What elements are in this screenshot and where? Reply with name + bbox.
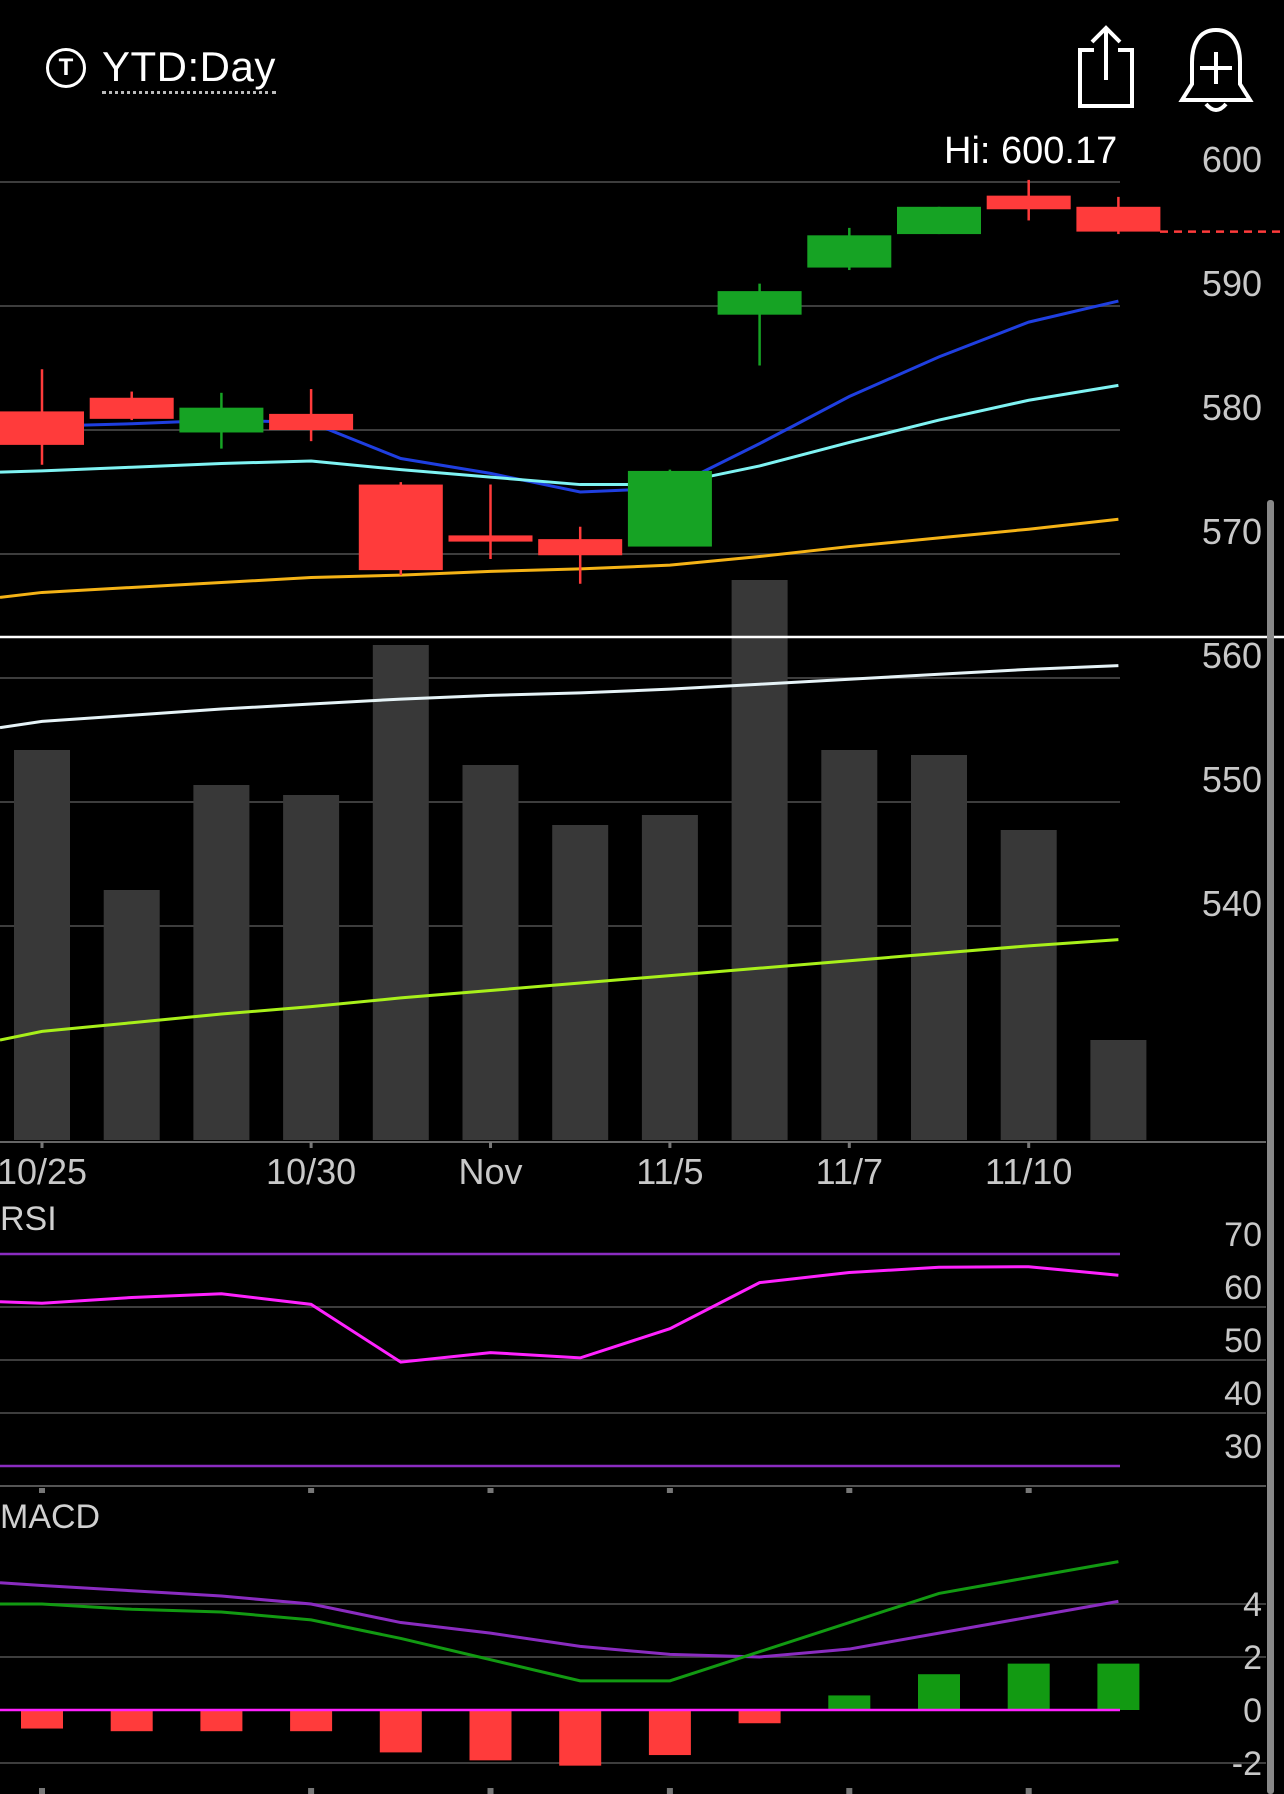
candle-up — [179, 407, 264, 433]
candle-down — [269, 413, 354, 430]
candle-up — [807, 235, 892, 268]
candle-up — [717, 291, 802, 315]
macd-line — [0, 1581, 1119, 1659]
candle-up — [897, 206, 981, 235]
macd-tick-label: 2 — [1243, 1639, 1262, 1677]
rsi-x-tick — [666, 1488, 673, 1493]
volume-bar — [462, 765, 519, 1140]
x-tick-label: 11/7 — [816, 1151, 883, 1192]
macd-tick-label: 0 — [1243, 1692, 1262, 1730]
high-price-label: Hi: 600.17 — [944, 130, 1118, 172]
volume-bar — [372, 645, 429, 1140]
macd-histogram-bar — [379, 1710, 422, 1753]
x-tick-label: 11/5 — [636, 1151, 703, 1192]
scrollbar-thumb[interactable] — [1267, 500, 1274, 1794]
x-tick-label: 10/25 — [0, 1151, 87, 1192]
candle-down — [1076, 206, 1161, 232]
macd-x-tick — [39, 1788, 45, 1794]
bell-plus-icon — [1178, 27, 1254, 112]
share-button[interactable] — [1066, 24, 1146, 114]
price-tick-label: 570 — [1202, 511, 1262, 552]
rsi-title: RSI — [0, 1200, 57, 1238]
range-selector-button[interactable]: T YTD:Day — [46, 40, 276, 96]
share-icon — [1078, 25, 1134, 108]
macd-histogram-bar — [559, 1710, 602, 1766]
macd-histogram-bar — [918, 1674, 960, 1710]
volume-bar — [103, 890, 160, 1140]
rsi-x-tick — [308, 1488, 315, 1493]
rsi-x-tick — [1025, 1488, 1032, 1493]
candle-down — [89, 397, 174, 419]
macd-histogram-bar — [469, 1710, 512, 1761]
macd-tick-label: -2 — [1232, 1745, 1262, 1783]
chart-header: T YTD:Day — [0, 0, 1284, 130]
macd-x-tick — [308, 1788, 315, 1794]
volume-bar — [14, 750, 70, 1140]
add-alert-button[interactable] — [1176, 24, 1256, 114]
candle-up — [627, 470, 712, 547]
ticker-t-icon: T — [46, 48, 86, 88]
macd-x-tick — [846, 1788, 853, 1794]
rsi-tick-label: 40 — [1224, 1375, 1262, 1413]
volume-bar — [1090, 1040, 1147, 1140]
macd-histogram-bar — [738, 1710, 781, 1724]
candle-down — [448, 535, 533, 542]
rsi-x-tick — [846, 1488, 853, 1493]
volume-bar — [821, 750, 878, 1140]
price-tick-label: 540 — [1202, 883, 1262, 924]
price-tick-label: 550 — [1202, 759, 1262, 800]
macd-x-tick — [1025, 1788, 1032, 1794]
volume-bar — [283, 795, 340, 1140]
volume-bar — [193, 785, 250, 1140]
candle-down — [0, 411, 84, 445]
moving-average-line — [0, 517, 1119, 599]
moving-average-line — [0, 383, 1119, 487]
macd-title: MACD — [0, 1498, 100, 1536]
rsi-tick-label: 30 — [1224, 1428, 1262, 1466]
macd-histogram-bar — [21, 1710, 63, 1729]
x-tick-label: 10/30 — [266, 1151, 356, 1192]
moving-average-line — [0, 664, 1119, 730]
price-tick-label: 560 — [1202, 635, 1262, 676]
x-tick-label: Nov — [458, 1151, 522, 1192]
rsi-tick-label: 70 — [1224, 1216, 1262, 1254]
candle-down — [538, 539, 623, 556]
rsi-tick-label: 50 — [1224, 1322, 1262, 1360]
volume-bar — [1000, 830, 1057, 1140]
rsi-x-tick — [39, 1488, 45, 1493]
macd-x-tick — [487, 1788, 494, 1794]
range-label: YTD:Day — [102, 43, 276, 94]
macd-tick-label: 4 — [1243, 1586, 1262, 1624]
candle-down — [358, 484, 443, 571]
rsi-line — [0, 1265, 1119, 1364]
moving-average-line — [0, 938, 1119, 1042]
macd-histogram-bar — [290, 1710, 333, 1732]
volume-bar — [911, 755, 967, 1140]
price-tick-label: 590 — [1202, 263, 1262, 304]
macd-histogram-bar — [200, 1710, 243, 1732]
macd-histogram-bar — [110, 1710, 153, 1732]
candle-down — [986, 195, 1071, 210]
macd-signal-line — [0, 1560, 1119, 1683]
macd-histogram-bar — [648, 1710, 691, 1756]
macd-histogram-bar — [828, 1695, 871, 1710]
rsi-tick-label: 60 — [1224, 1269, 1262, 1307]
macd-x-tick — [666, 1788, 673, 1794]
macd-histogram-bar — [1007, 1663, 1050, 1710]
rsi-x-tick — [487, 1488, 494, 1493]
moving-average-line — [0, 299, 1119, 494]
macd-histogram-bar — [1097, 1663, 1140, 1710]
price-tick-label: 600 — [1202, 139, 1262, 180]
x-tick-label: 11/10 — [985, 1151, 1072, 1192]
volume-bar — [731, 580, 788, 1140]
price-tick-label: 580 — [1202, 387, 1262, 428]
